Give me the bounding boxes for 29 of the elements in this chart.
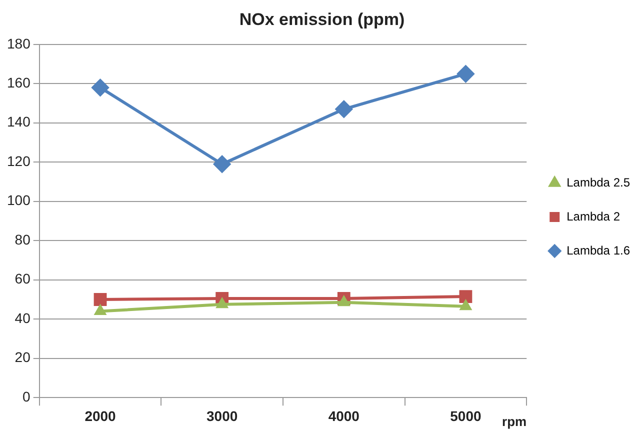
y-tick-label: 20 (14, 349, 31, 366)
y-tick-label: 40 (14, 310, 31, 326)
y-tick-label: 80 (14, 231, 31, 248)
y-tick-label: 160 (7, 74, 31, 91)
y-tick-label: 140 (7, 114, 31, 130)
x-axis-title: rpm (502, 414, 527, 429)
x-tick-label: 2000 (84, 408, 116, 424)
legend-label: Lambda 1.6 (566, 243, 630, 258)
point (94, 305, 106, 316)
x-tick-label: 5000 (450, 408, 482, 424)
point (216, 298, 228, 308)
y-tick-label: 100 (7, 192, 31, 208)
legend-label: Lambda 2 (566, 209, 620, 224)
point (214, 156, 231, 173)
point (92, 79, 109, 96)
chart-title: NOx emission (ppm) (239, 10, 405, 29)
point (338, 296, 350, 306)
point (457, 65, 474, 82)
y-tick-label: 60 (14, 270, 31, 287)
point (460, 300, 472, 310)
point (94, 293, 107, 306)
y-tick-label: 120 (7, 152, 31, 169)
y-tick-label: 180 (7, 35, 31, 52)
point (335, 100, 352, 118)
y-tick-label: 0 (22, 388, 31, 404)
legend-label: Lambda 2.5 (566, 175, 630, 190)
x-tick-label: 3000 (206, 408, 238, 424)
x-tick-label: 4000 (328, 408, 360, 424)
point (459, 290, 472, 303)
